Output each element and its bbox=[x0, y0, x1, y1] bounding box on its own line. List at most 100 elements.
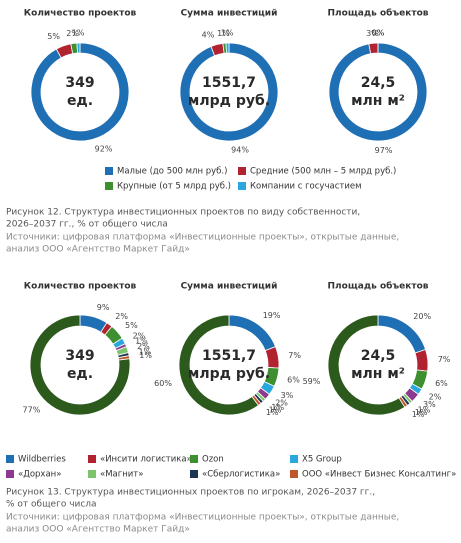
center-label: 24,5 bbox=[361, 348, 396, 364]
value-label: 1% bbox=[135, 337, 148, 346]
value-label: 2% bbox=[133, 332, 146, 341]
legend-label: «Магнит» bbox=[100, 470, 143, 480]
legend-label: Wildberries bbox=[18, 455, 66, 465]
value-label: 7% bbox=[438, 355, 451, 364]
donut-segment bbox=[178, 314, 259, 416]
donut-segment bbox=[264, 346, 280, 369]
legend-label: Средние (500 млн – 5 млрд руб.) bbox=[250, 167, 396, 177]
value-label: 1% bbox=[266, 408, 279, 417]
center-label: 1551,7 bbox=[202, 75, 256, 91]
value-label: 1% bbox=[271, 403, 284, 412]
source: Источники: цифровая платформа «Инвестици… bbox=[6, 513, 399, 523]
legend-swatch bbox=[190, 470, 198, 478]
legend-label: X5 Group bbox=[302, 455, 342, 465]
chart-title: Количество проектов bbox=[24, 9, 137, 19]
legend-label: «Сберлогистика» bbox=[202, 470, 280, 480]
caption: Рисунок 13. Структура инвестиционных про… bbox=[6, 488, 375, 498]
legend-swatch bbox=[105, 182, 113, 190]
center-label: млрд руб. bbox=[188, 93, 270, 109]
legend-swatch bbox=[88, 470, 96, 478]
value-label: 9% bbox=[97, 303, 110, 312]
value-label: 3% bbox=[366, 29, 379, 38]
legend-swatch bbox=[290, 455, 298, 463]
donut-segment bbox=[228, 314, 277, 352]
chart-title: Сумма инвестиций bbox=[181, 282, 278, 292]
legend-swatch bbox=[238, 182, 246, 190]
donut-segment bbox=[29, 314, 131, 416]
value-label: 2% bbox=[137, 342, 150, 351]
value-label: 1% bbox=[221, 29, 234, 38]
caption: 2026–2037 гг., % от общего числа bbox=[6, 220, 168, 230]
legend-label: Малые (до 500 млн руб.) bbox=[117, 167, 227, 177]
value-label: 6% bbox=[287, 375, 300, 384]
value-label: 3% bbox=[281, 391, 294, 400]
donut-segment bbox=[328, 42, 428, 142]
legend-swatch bbox=[6, 470, 14, 478]
value-label: 2% bbox=[66, 29, 79, 38]
legend-swatch bbox=[88, 455, 96, 463]
center-label: 1551,7 bbox=[202, 348, 256, 364]
value-label: 6% bbox=[435, 379, 448, 388]
caption: Рисунок 12. Структура инвестиционных про… bbox=[6, 208, 360, 218]
donut-segment bbox=[368, 42, 379, 55]
value-label: 1% bbox=[72, 29, 85, 38]
legend-label: Крупные (от 5 млрд руб.) bbox=[117, 182, 231, 192]
value-label: 0% bbox=[372, 29, 385, 38]
value-label: 5% bbox=[47, 32, 60, 41]
value-label: 94% bbox=[231, 145, 249, 154]
legend-swatch bbox=[105, 167, 113, 175]
value-label: 1% bbox=[139, 351, 152, 360]
legend-swatch bbox=[238, 167, 246, 175]
value-label: 20% bbox=[413, 312, 431, 321]
center-label: 349 bbox=[65, 75, 94, 91]
center-label: ед. bbox=[67, 366, 93, 382]
value-label: 77% bbox=[23, 406, 41, 415]
value-label: 60% bbox=[154, 379, 172, 388]
legend-swatch bbox=[6, 455, 14, 463]
value-label: 7% bbox=[288, 351, 301, 360]
value-label: 2% bbox=[115, 312, 128, 321]
value-label: 97% bbox=[375, 146, 393, 155]
value-label: 19% bbox=[263, 311, 281, 320]
source: анализ ООО «Агентство Маркет Гайд» bbox=[6, 525, 190, 535]
value-label: 1% bbox=[269, 406, 282, 415]
source: анализ ООО «Агентство Маркет Гайд» bbox=[6, 245, 190, 255]
legend-label: «Инсити логистика» bbox=[100, 455, 192, 465]
value-label: 5% bbox=[125, 321, 138, 330]
value-label: 4% bbox=[202, 30, 215, 39]
donut-segment bbox=[414, 349, 429, 372]
center-label: млн м² bbox=[351, 93, 405, 109]
donut-segment bbox=[76, 42, 81, 54]
legend-swatch bbox=[190, 455, 198, 463]
center-label: 24,5 bbox=[361, 75, 396, 91]
legend-label: «Дорхан» bbox=[18, 470, 61, 480]
value-label: 1% bbox=[415, 408, 428, 417]
value-label: 0% bbox=[372, 29, 385, 38]
legend-label: ООО «Инвест Бизнес Консалтинг» bbox=[302, 470, 456, 480]
center-label: ед. bbox=[67, 93, 93, 109]
chart-title: Площадь объектов bbox=[328, 8, 429, 19]
donut-segment bbox=[327, 314, 406, 416]
donut-segment bbox=[179, 42, 279, 142]
value-label: 59% bbox=[303, 377, 321, 386]
donut-segment bbox=[225, 42, 230, 54]
chart-title: Сумма инвестиций bbox=[181, 9, 278, 19]
value-label: 3% bbox=[423, 400, 436, 409]
chart-title: Площадь объектов bbox=[328, 281, 429, 292]
value-label: 1% bbox=[418, 406, 431, 415]
value-label: 2% bbox=[275, 399, 288, 408]
chart-title: Количество проектов bbox=[24, 282, 137, 292]
value-label: 1% bbox=[412, 410, 425, 419]
center-label: млрд руб. bbox=[188, 366, 270, 382]
legend-swatch bbox=[290, 470, 298, 478]
caption: % от общего числа bbox=[6, 500, 97, 510]
donut-segment bbox=[30, 42, 130, 142]
value-label: 92% bbox=[95, 145, 113, 154]
value-label: 2% bbox=[429, 393, 442, 402]
legend-label: Компании с госучастием bbox=[250, 182, 362, 192]
center-label: млн м² bbox=[351, 366, 405, 382]
center-label: 349 bbox=[65, 348, 94, 364]
legend-label: Ozon bbox=[202, 455, 224, 465]
